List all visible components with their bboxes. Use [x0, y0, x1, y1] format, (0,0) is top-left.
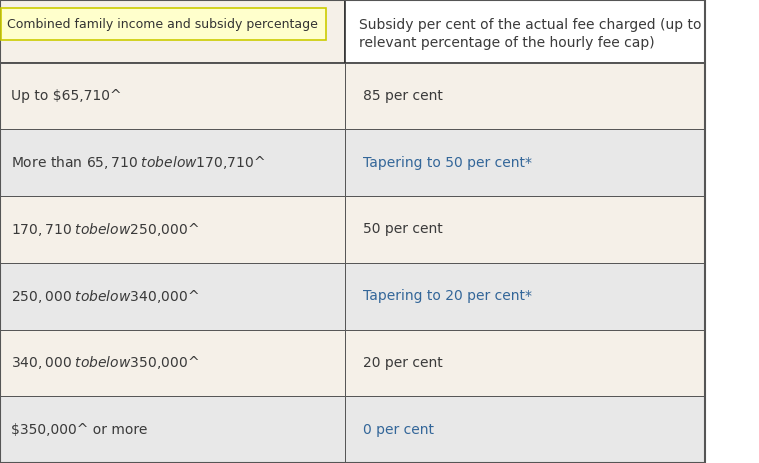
Bar [345, 263, 704, 330]
Bar [0, 0, 345, 63]
Bar [0, 196, 345, 263]
Text: Up to $65,710^: Up to $65,710^ [11, 89, 121, 103]
Text: 20 per cent: 20 per cent [363, 356, 442, 370]
Bar [0, 396, 345, 463]
Text: 50 per cent: 50 per cent [363, 222, 442, 237]
Text: Combined family income and subsidy percentage: Combined family income and subsidy perce… [7, 18, 318, 31]
Bar [345, 196, 704, 263]
Text: $350,000^ or more: $350,000^ or more [11, 423, 147, 437]
Bar [0, 330, 345, 396]
Bar [345, 129, 704, 196]
Bar [0, 129, 345, 196]
Bar [345, 396, 704, 463]
Text: $170,710^ to below $250,000^: $170,710^ to below $250,000^ [11, 221, 199, 238]
Text: $250,000^ to below $340,000^: $250,000^ to below $340,000^ [11, 288, 199, 305]
Text: 85 per cent: 85 per cent [363, 89, 442, 103]
Text: Tapering to 50 per cent*: Tapering to 50 per cent* [363, 156, 532, 169]
Bar [0, 263, 345, 330]
FancyBboxPatch shape [2, 8, 326, 40]
Text: Combined Family Income: Combined Family Income [8, 25, 184, 39]
Text: Tapering to 20 per cent*: Tapering to 20 per cent* [363, 289, 532, 303]
Text: More than $65,710^ to below $170,710^: More than $65,710^ to below $170,710^ [11, 154, 265, 171]
Text: Subsidy per cent of the actual fee charged (up to
relevant percentage of the hou: Subsidy per cent of the actual fee charg… [360, 18, 702, 50]
Text: $340,000^ to below $350,000^: $340,000^ to below $350,000^ [11, 354, 199, 371]
Bar [0, 63, 345, 129]
Bar [345, 63, 704, 129]
Bar [345, 330, 704, 396]
Text: 0 per cent: 0 per cent [363, 423, 434, 437]
Bar [345, 0, 704, 63]
